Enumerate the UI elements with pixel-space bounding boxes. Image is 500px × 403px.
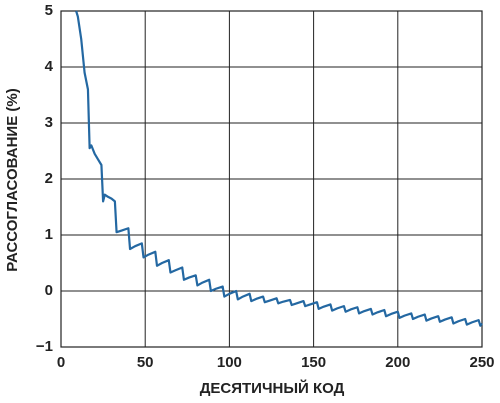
plot-frame [60, 10, 483, 348]
y-tick-label: 1 [45, 226, 53, 243]
x-tick-label: 200 [385, 354, 410, 371]
x-tick-label: 100 [217, 354, 242, 371]
x-tick-label: 150 [301, 354, 326, 371]
data-line [75, 10, 483, 327]
x-tick-label: 0 [57, 354, 65, 371]
y-tick-label: 0 [45, 282, 53, 299]
y-tick-label: 2 [45, 170, 53, 187]
x-tick-label: 50 [137, 354, 154, 371]
x-axis-title: ДЕСЯТИЧНЫЙ КОД [200, 379, 345, 397]
y-tick-label: 3 [45, 114, 53, 131]
y-tick-label: 5 [45, 2, 53, 19]
x-tick-label: 250 [469, 354, 494, 371]
y-tick-label: 4 [45, 58, 54, 75]
y-axis-title: РАССОГЛАСОВАНИЕ (%) [4, 88, 21, 271]
y-tick-label: −1 [36, 338, 53, 355]
